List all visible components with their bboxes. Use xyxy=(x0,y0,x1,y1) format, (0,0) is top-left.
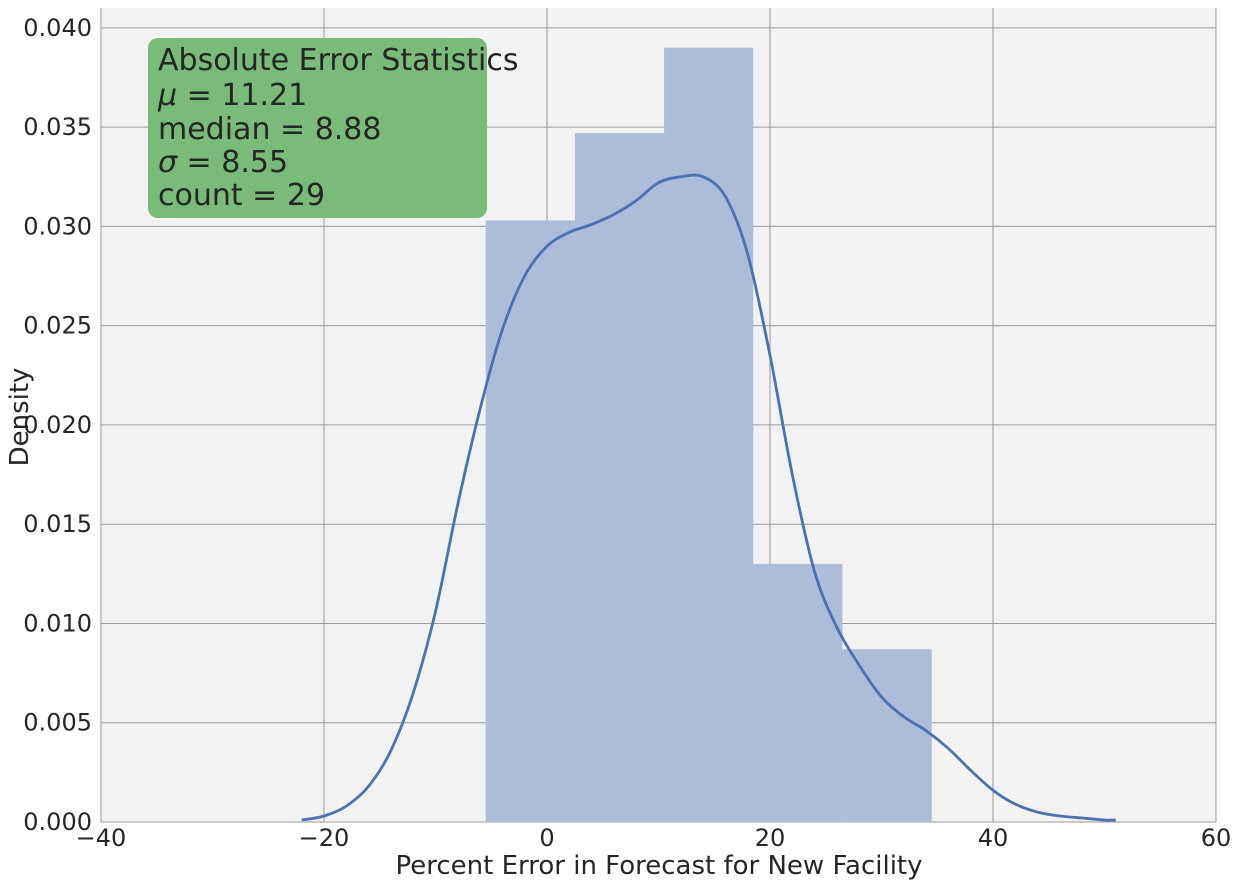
y-tick-label: 0.030 xyxy=(23,212,92,240)
y-tick-label: 0.025 xyxy=(23,312,92,340)
histogram-bar-2 xyxy=(664,47,754,822)
y-axis-ticks: 0.000 0.005 0.010 0.015 0.020 0.025 0.030 0.035… xyxy=(23,14,92,836)
stats-sigma-symbol: σ xyxy=(158,145,178,180)
stats-sigma: σ = 8.55 xyxy=(158,145,288,180)
stats-median-symbol: median xyxy=(158,112,270,147)
x-tick-label: 20 xyxy=(755,824,786,852)
y-tick-label: 0.040 xyxy=(23,14,92,42)
x-tick-label: 0 xyxy=(539,824,554,852)
y-tick-label: 0.035 xyxy=(23,113,92,141)
x-tick-label: −20 xyxy=(299,824,350,852)
stats-mean-symbol: μ xyxy=(157,78,177,113)
stats-median: median = 8.88 xyxy=(158,112,381,147)
x-tick-label: 40 xyxy=(978,824,1009,852)
x-axis-label: Percent Error in Forecast for New Facili… xyxy=(395,851,922,881)
stats-sigma-value: 8.55 xyxy=(221,145,288,180)
stats-sigma-equals: = xyxy=(177,145,221,180)
y-tick-label: 0.015 xyxy=(23,510,92,538)
histogram-bar-3 xyxy=(753,563,843,822)
stats-count-value: 29 xyxy=(287,178,325,213)
y-axis-label: Density xyxy=(5,368,35,467)
histogram-bar-1 xyxy=(574,133,665,822)
histogram-bar-4 xyxy=(842,649,932,822)
kde-curve xyxy=(301,173,1116,822)
stats-count-symbol: count xyxy=(158,178,243,213)
stats-mean-equals: = xyxy=(177,78,221,113)
histogram-bar-0 xyxy=(485,220,575,822)
stats-count: count = 29 xyxy=(158,178,325,213)
stats-mean: μ = 11.21 xyxy=(157,78,307,113)
x-axis-ticks: −40 −20 0 20 40 60 xyxy=(76,824,1232,852)
y-tick-label: 0.000 xyxy=(23,808,92,836)
histogram-bars xyxy=(485,47,932,822)
stats-median-equals: = xyxy=(270,112,314,147)
stats-median-value: 8.88 xyxy=(315,112,382,147)
y-tick-label: 0.020 xyxy=(23,411,92,439)
y-tick-label: 0.010 xyxy=(23,609,92,637)
stats-mean-value: 11.21 xyxy=(221,78,307,113)
stats-count-equals: = xyxy=(243,178,287,213)
stats-annotation-box: Absolute Error Statistics μ = 11.21 medi… xyxy=(148,38,518,218)
stats-title: Absolute Error Statistics xyxy=(158,43,518,78)
x-tick-label: 60 xyxy=(1201,824,1232,852)
y-tick-label: 0.005 xyxy=(23,709,92,737)
x-tick-label: −40 xyxy=(76,824,127,852)
stats-box-background xyxy=(148,38,487,218)
